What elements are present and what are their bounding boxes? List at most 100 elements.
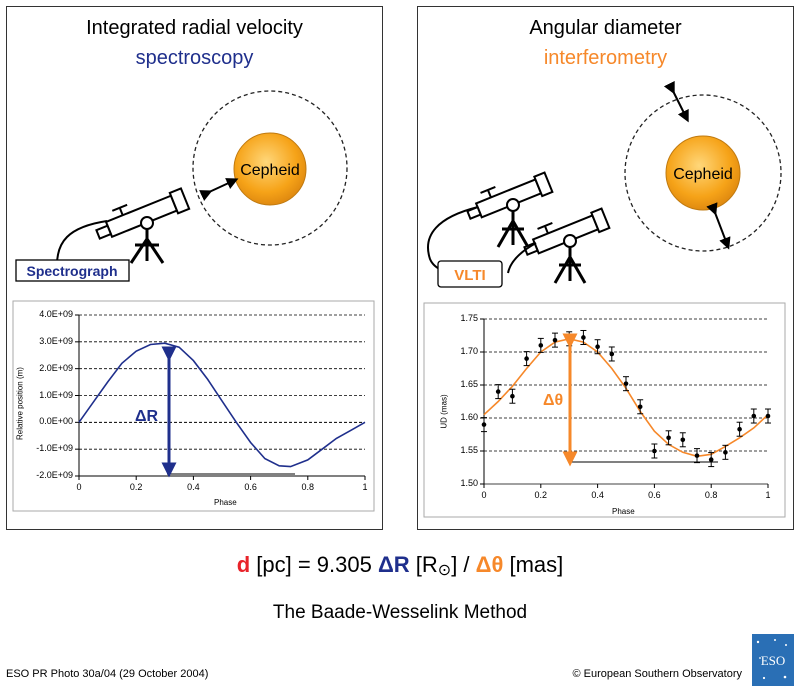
- data-point: [694, 453, 700, 458]
- angular-diameter-panel: Angular diameter interferometry Cepheid: [417, 6, 794, 530]
- data-point: [552, 337, 558, 343]
- instrument-cable: [56, 220, 108, 266]
- eso-logo-graphic: ESO: [756, 639, 787, 680]
- panel-title: Angular diameter: [529, 17, 682, 39]
- y-tick-label: -1.0E+09: [36, 443, 73, 454]
- data-point: [524, 356, 529, 361]
- data-point: [652, 448, 657, 454]
- spectrograph-label: Spectrograph: [26, 263, 117, 279]
- x-axis-title: Phase: [214, 498, 237, 507]
- data-point: [623, 381, 629, 386]
- y-tick-label: 1.70: [460, 346, 478, 356]
- x-tick-label: 0.8: [704, 490, 718, 500]
- data-point: [566, 336, 572, 342]
- y-axis-title: UD (mas): [439, 394, 449, 429]
- y-tick-label: 2.0E+09: [39, 362, 73, 373]
- x-tick-label: 0.2: [129, 482, 143, 492]
- data-point: [581, 335, 586, 340]
- data-point: [595, 344, 600, 350]
- data-point: [538, 343, 544, 348]
- distance-formula: d [pc] = 9.305 ΔR [R⊙] / Δθ [mas]: [0, 552, 800, 580]
- right-diagram: Cepheid: [423, 80, 786, 518]
- chart-frame: [423, 302, 786, 518]
- formula-part: [R: [409, 552, 438, 577]
- tripod-icon: [129, 216, 165, 264]
- data-point: [708, 457, 714, 462]
- data-point: [723, 450, 728, 455]
- figure-caption: The Baade-Wesselink Method: [272, 602, 528, 623]
- left-diagram: Cepheid Spectrograph ΔR: [12, 90, 375, 512]
- y-tick-label: 1.75: [460, 313, 478, 323]
- formula-d: d: [236, 552, 251, 577]
- y-tick-label: 3.0E+09: [39, 335, 73, 346]
- left-grid: [75, 314, 366, 480]
- left-curve: [78, 342, 366, 468]
- spectrograph-box: [15, 259, 130, 282]
- formula-delta-r: ΔR: [377, 552, 410, 577]
- y-tick-label: 4.0E+09: [39, 309, 73, 319]
- y-tick-label: 1.50: [460, 478, 478, 488]
- formula-part: [mas]: [503, 552, 564, 577]
- panel-title: Integrated radial velocity: [86, 17, 303, 39]
- delta-theta-label: Δθ: [543, 392, 563, 409]
- formula-part: [pc] = 9.305: [250, 552, 378, 577]
- data-point: [510, 393, 515, 399]
- radial-velocity-panel: Integrated radial velocity spectroscopy: [6, 6, 383, 530]
- vlti-label: VLTI: [454, 267, 485, 284]
- data-point: [609, 351, 615, 357]
- y-tick-label: 0.0E+00: [39, 416, 73, 427]
- tripod-icon: [553, 234, 587, 284]
- x-tick-label: 1: [765, 490, 771, 500]
- orbit-circle: [624, 94, 782, 252]
- cepheid-star: [665, 135, 741, 211]
- y-tick-label: -2.0E+09: [36, 470, 73, 480]
- x-tick-label: 0: [76, 482, 82, 492]
- y-tick-label: 1.65: [460, 379, 478, 389]
- panel-subtitle: spectroscopy: [135, 47, 254, 69]
- radius-curve: [78, 342, 366, 468]
- x-tick-label: 0.6: [648, 490, 661, 500]
- y-tick-label: 1.55: [460, 445, 478, 455]
- data-point: [680, 437, 686, 443]
- data-point: [765, 413, 771, 419]
- y-tick-label: 1.60: [460, 412, 478, 422]
- data-point: [751, 413, 757, 419]
- pulsation-arrow: [199, 178, 239, 201]
- tripod-icon: [496, 198, 530, 248]
- data-point: [481, 422, 487, 427]
- delta-r-label: ΔR: [135, 408, 159, 425]
- telescope-icon: [95, 187, 191, 240]
- x-tick-label: 0.4: [187, 482, 200, 492]
- eso-logo-icon: ESO: [752, 634, 794, 686]
- x-tick-label: 0.6: [244, 482, 257, 492]
- x-tick-label: 0.4: [591, 490, 604, 500]
- right-data-points: [481, 329, 771, 468]
- formula-part: ] /: [451, 552, 476, 577]
- pulsation-arrow-top: [663, 80, 689, 123]
- data-point: [495, 389, 501, 394]
- data-point: [637, 404, 643, 410]
- x-tick-label: 0.8: [301, 482, 315, 492]
- logo-text: ESO: [761, 653, 786, 668]
- y-axis-title: Relative position (m): [15, 367, 25, 440]
- star-label: Cepheid: [240, 162, 300, 179]
- telescope-icon: [466, 171, 554, 220]
- formula-delta-theta: Δθ: [475, 552, 504, 577]
- x-axis-title: Phase: [612, 507, 635, 516]
- data-point: [666, 435, 671, 441]
- star-label: Cepheid: [673, 166, 733, 183]
- vlti-box: [437, 260, 503, 288]
- orbit-circle: [192, 90, 348, 246]
- instrument-cable: [507, 242, 537, 274]
- pulsation-arrow-bottom: [706, 202, 731, 250]
- photo-credit: ESO PR Photo 30a/04 (29 October 2004): [6, 668, 209, 680]
- data-point: [737, 426, 742, 432]
- x-tick-label: 0: [481, 490, 487, 500]
- telescope-icon: [523, 207, 611, 256]
- y-tick-label: 1.0E+09: [39, 389, 73, 400]
- sun-symbol: ⊙: [437, 562, 452, 579]
- x-tick-label: 1: [362, 482, 368, 492]
- panel-subtitle: interferometry: [543, 47, 668, 69]
- copyright: © European Southern Observatory: [572, 668, 742, 680]
- x-tick-label: 0.2: [534, 490, 548, 500]
